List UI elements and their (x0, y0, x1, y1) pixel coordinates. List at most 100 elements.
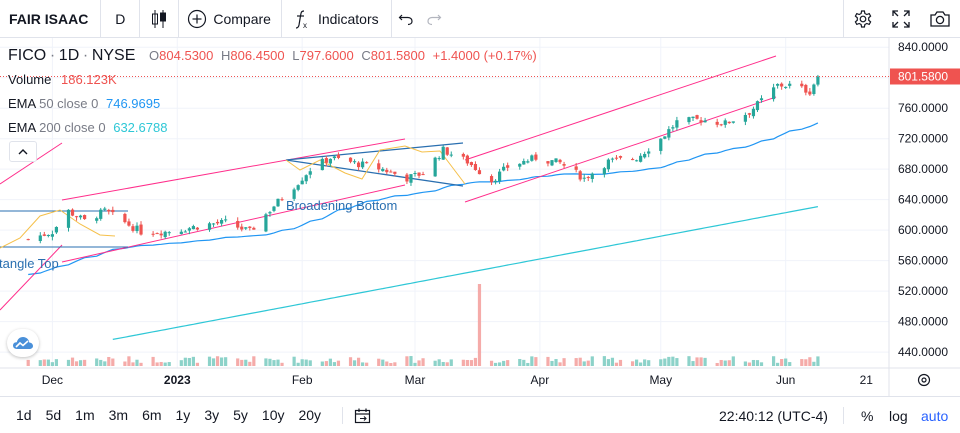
volume-bar (506, 360, 510, 366)
volume-bar (614, 362, 619, 366)
volume-bar (151, 356, 155, 366)
candle-body (437, 158, 441, 160)
range-6m-button[interactable]: 6m (135, 397, 168, 433)
candle-body (618, 156, 623, 158)
channel-line (0, 244, 63, 311)
range-3y-button[interactable]: 3y (197, 397, 226, 433)
volume-bar (324, 361, 328, 366)
range-1y-button[interactable]: 1y (169, 397, 198, 433)
volume-bar (695, 357, 699, 366)
candle-body (647, 151, 651, 154)
candle-body (276, 198, 280, 207)
fullscreen-button[interactable] (882, 0, 920, 38)
volume-bar (606, 359, 610, 366)
redo-icon (427, 14, 441, 25)
timezone-clock[interactable]: 22:40:12 (UTC-4) (719, 397, 828, 433)
price-tick-label: 520.0000 (898, 284, 948, 298)
candle-body (352, 161, 357, 163)
range-label: 3m (108, 407, 129, 423)
legend-collapse-button[interactable] (9, 141, 37, 162)
candle-body (465, 155, 469, 164)
volume-bar (183, 357, 187, 366)
price-tick-label: 440.0000 (898, 345, 948, 359)
volume-bar (280, 362, 284, 366)
candle-body (751, 108, 756, 117)
candle-body (675, 120, 679, 128)
range-5y-button[interactable]: 5y (226, 397, 255, 433)
time-tick-label: 21 (860, 373, 874, 387)
calendar-goto-icon (354, 408, 371, 423)
volume-bar (574, 358, 578, 366)
screenshot-button[interactable] (921, 0, 959, 38)
ema200-line (112, 206, 819, 340)
candle-body (151, 233, 155, 235)
volume-bar (771, 356, 776, 366)
close-value: 801.5800 (370, 48, 425, 63)
undo-button[interactable] (392, 0, 420, 38)
time-tick-label: Jun (776, 373, 795, 387)
range-label: 3y (204, 407, 220, 423)
tradingview-logo[interactable] (7, 329, 39, 357)
compare-button[interactable]: Compare (179, 0, 281, 38)
volume-bar (433, 360, 437, 366)
interval-button[interactable]: D (101, 0, 139, 38)
candle-body (320, 158, 324, 171)
volume-bar (691, 361, 695, 366)
high-value: 806.4500 (230, 48, 285, 63)
candle-body (518, 163, 522, 167)
auto-scale-button[interactable]: auto (921, 397, 948, 433)
volume-bar (131, 362, 135, 366)
indicators-button[interactable]: x Indicators (282, 0, 391, 38)
redo-button[interactable] (420, 0, 448, 38)
volume-bar (236, 358, 240, 366)
range-20y-button[interactable]: 20y (291, 397, 328, 433)
candle-body (727, 121, 731, 124)
volume-bar (54, 359, 59, 366)
candle-body (578, 171, 582, 180)
candle-body (574, 166, 578, 170)
fullscreen-icon (892, 10, 910, 28)
range-label: 1d (16, 407, 32, 423)
ema200-legend-row[interactable]: EMA 200 close 0 632.6788 (8, 118, 541, 142)
log-scale-button[interactable]: log (889, 397, 908, 433)
volume-bar (300, 359, 304, 366)
candle-body (264, 214, 268, 232)
range-3m-button[interactable]: 3m (102, 397, 135, 433)
volume-bar (667, 356, 671, 366)
volume-bar (526, 362, 530, 366)
candle-body (155, 233, 159, 235)
volume-bar (159, 361, 163, 366)
volume-legend-row[interactable]: Volume 186.123K (8, 70, 541, 94)
range-5d-button[interactable]: 5d (39, 397, 69, 433)
settings-button[interactable] (844, 0, 882, 38)
candle-body (530, 155, 534, 161)
volume-bar (743, 361, 747, 366)
volume-bar (812, 361, 816, 366)
chart-style-button[interactable] (140, 0, 178, 38)
range-label: 6m (142, 407, 162, 423)
symbol-search-button[interactable]: FAIR ISAAC (0, 0, 100, 38)
time-tick-label: May (649, 373, 672, 387)
candle-body (671, 127, 675, 129)
candle-body (715, 121, 719, 125)
range-10y-button[interactable]: 10y (255, 397, 292, 433)
volume-bar (191, 356, 195, 366)
volume-bar (336, 360, 341, 366)
range-1m-button[interactable]: 1m (68, 397, 101, 433)
candle-body (550, 160, 554, 166)
candle-body (667, 129, 671, 138)
symbol-legend-row: FICO · 1D · NYSE O804.5300 H806.4500 L79… (8, 46, 541, 70)
candle-body (788, 83, 792, 86)
go-to-date-button[interactable] (352, 397, 374, 433)
percent-scale-button[interactable]: % (861, 397, 873, 433)
volume-bar (111, 358, 115, 366)
range-1d-button[interactable]: 1d (0, 397, 39, 433)
volume-label: Volume (8, 72, 52, 87)
volume-bar (586, 360, 590, 366)
ema50-legend-row[interactable]: EMA 50 close 0 746.9695 (8, 94, 541, 118)
volume-bar (393, 362, 397, 366)
volume-bar (489, 360, 494, 366)
bottom-toolbar: 1d 5d 1m 3m 6m 1y 3y 5y 10y 20y 22:40:12… (0, 396, 960, 433)
volume-bar (352, 360, 357, 366)
